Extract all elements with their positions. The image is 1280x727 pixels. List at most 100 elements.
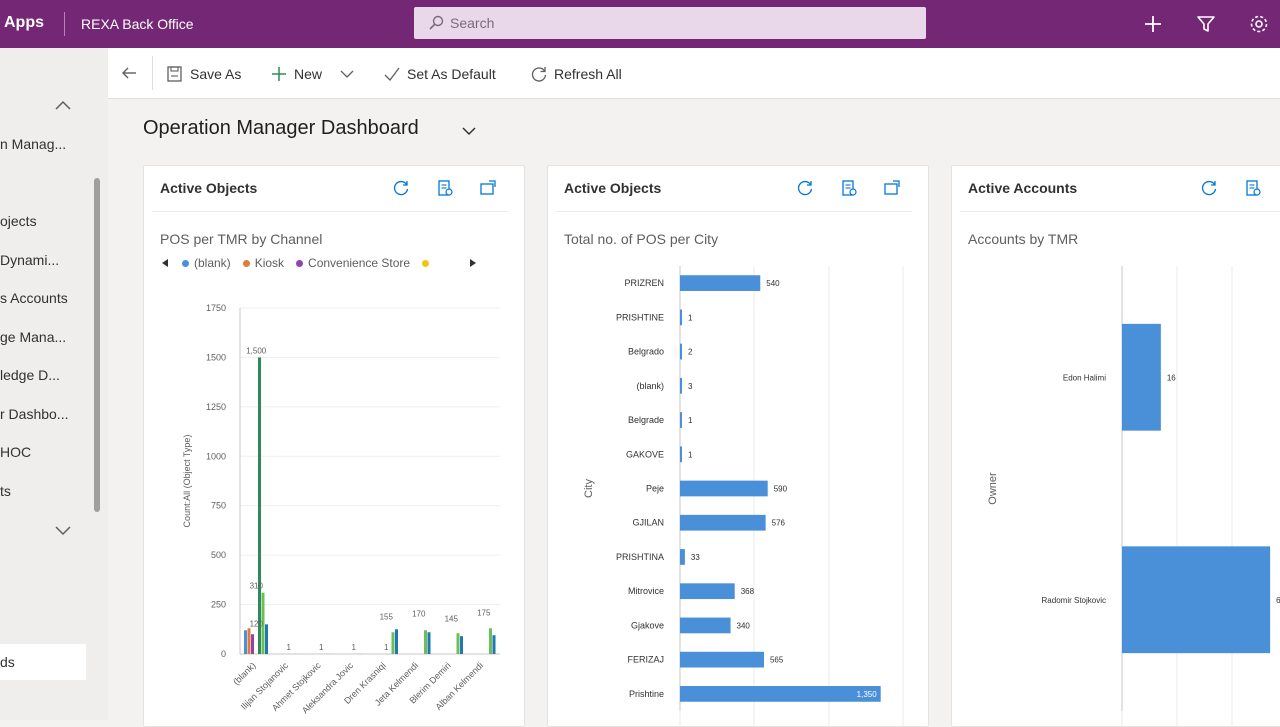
- data-label: 1: [688, 313, 693, 322]
- view-records-icon[interactable]: [435, 178, 455, 198]
- refresh-all-button[interactable]: Refresh All: [530, 65, 622, 83]
- dashboard-title[interactable]: Operation Manager Dashboard: [143, 117, 419, 140]
- apps-label[interactable]: Apps: [4, 14, 44, 32]
- y-tick-label: PRISHTINE: [616, 312, 664, 322]
- y-tick-label: PRISHTINA: [616, 552, 664, 562]
- sidebar-item[interactable]: n Manag...: [0, 136, 100, 152]
- bar: [680, 686, 881, 702]
- chevron-down-icon[interactable]: [338, 65, 356, 83]
- filter-icon[interactable]: [1194, 12, 1218, 36]
- bar-chart-accounts-by-tmr[interactable]: Edon Halimi 16 Radomir Stojkovic 61 Owner: [952, 266, 1280, 726]
- y-tick-label: 1500: [206, 352, 226, 362]
- view-records-icon[interactable]: [1243, 178, 1263, 198]
- card-divider: [556, 211, 912, 212]
- bar: [680, 618, 731, 634]
- data-label: 170: [412, 609, 426, 618]
- expand-icon[interactable]: [882, 178, 902, 198]
- top-bar: Apps REXA Back Office Search: [0, 0, 1280, 48]
- y-tick-label: Gjakove: [631, 620, 664, 630]
- bar: [460, 636, 463, 654]
- command-bar: Save As New Set As Default Refresh All: [108, 48, 1280, 99]
- refresh-all-label: Refresh All: [554, 66, 622, 82]
- y-tick-label: Belgrado: [628, 347, 664, 357]
- data-label: 576: [772, 519, 786, 528]
- refresh-icon[interactable]: [795, 178, 815, 198]
- sidebar-item[interactable]: ge Mana...: [0, 329, 100, 345]
- chevron-down-icon[interactable]: [460, 122, 478, 140]
- view-records-icon[interactable]: [839, 178, 859, 198]
- back-arrow-icon[interactable]: [120, 64, 138, 82]
- card-divider: [960, 211, 1280, 212]
- expand-icon[interactable]: [478, 178, 498, 198]
- bar: [680, 344, 682, 360]
- y-tick-label: FERIZAJ: [627, 655, 664, 665]
- bar: [251, 634, 254, 654]
- data-label: 1,350: [857, 690, 878, 699]
- bar: [489, 628, 492, 654]
- chevron-down-icon[interactable]: [53, 520, 73, 540]
- refresh-icon[interactable]: [391, 178, 411, 198]
- bar: [1122, 546, 1270, 653]
- sidebar-item[interactable]: ts: [0, 483, 100, 499]
- y-axis-label: City: [583, 479, 595, 498]
- data-label: 340: [737, 621, 751, 630]
- sidebar-item[interactable]: ojects: [0, 213, 100, 229]
- data-label: 368: [741, 587, 755, 596]
- y-tick-label: Prishtine: [629, 689, 664, 699]
- bar: [258, 357, 261, 654]
- checkmark-icon: [383, 65, 401, 83]
- data-label: 175: [477, 608, 491, 617]
- sidebar-item[interactable]: Dynami...: [0, 252, 100, 268]
- bar: [680, 275, 760, 291]
- y-axis-label: Count:All (Object Type): [182, 435, 192, 528]
- chevron-up-icon[interactable]: [53, 96, 73, 116]
- bar: [457, 633, 460, 654]
- data-label: 33: [691, 553, 700, 562]
- gear-icon[interactable]: [1247, 12, 1271, 36]
- sidebar-item[interactable]: HOC: [0, 444, 100, 460]
- sidebar-scrollbar[interactable]: [94, 178, 100, 512]
- y-tick-label: Belgrade: [628, 415, 664, 425]
- search-box[interactable]: Search: [414, 7, 926, 39]
- y-axis-label: Owner: [987, 472, 999, 505]
- bar: [680, 481, 768, 497]
- y-tick-label: 250: [211, 600, 226, 610]
- bar: [680, 309, 682, 325]
- new-button[interactable]: New: [270, 65, 356, 83]
- sidebar-item-selected[interactable]: ds: [0, 644, 86, 680]
- card-divider: [152, 211, 508, 212]
- y-tick-label: Edon Halimi: [1063, 373, 1106, 382]
- sidebar-item[interactable]: s Accounts: [0, 290, 100, 306]
- bar: [244, 630, 247, 654]
- set-as-default-button[interactable]: Set As Default: [383, 65, 496, 83]
- save-icon: [166, 65, 184, 83]
- chart-title: Total no. of POS per City: [564, 231, 718, 247]
- chart-title: POS per TMR by Channel: [160, 231, 322, 247]
- plus-icon[interactable]: [1141, 12, 1165, 36]
- data-label: 3: [688, 382, 693, 391]
- y-tick-label: (blank): [636, 381, 664, 391]
- data-label: 16: [1167, 373, 1176, 382]
- data-label: 61: [1276, 596, 1280, 605]
- app-name[interactable]: REXA Back Office: [81, 16, 194, 32]
- data-label: 1: [319, 643, 324, 652]
- sidebar-item[interactable]: ledge D...: [0, 367, 100, 383]
- y-tick-label: 0: [221, 649, 226, 659]
- bar: [428, 632, 431, 654]
- data-label: 1: [384, 643, 389, 652]
- refresh-icon[interactable]: [1199, 178, 1219, 198]
- y-tick-label: Mitrovice: [628, 586, 664, 596]
- bar: [392, 632, 395, 654]
- sidebar-item[interactable]: r Dashbo...: [0, 406, 100, 422]
- refresh-icon: [530, 65, 548, 83]
- plus-icon: [270, 65, 288, 83]
- sidebar: n Manag... ojects Dynami... s Accounts g…: [0, 48, 108, 720]
- bar: [680, 652, 764, 668]
- y-tick-label: Radomir Stojkovic: [1042, 596, 1106, 605]
- save-as-button[interactable]: Save As: [166, 65, 241, 83]
- data-label: 590: [774, 485, 788, 494]
- y-tick-label: 500: [211, 550, 226, 560]
- bar: [680, 515, 766, 531]
